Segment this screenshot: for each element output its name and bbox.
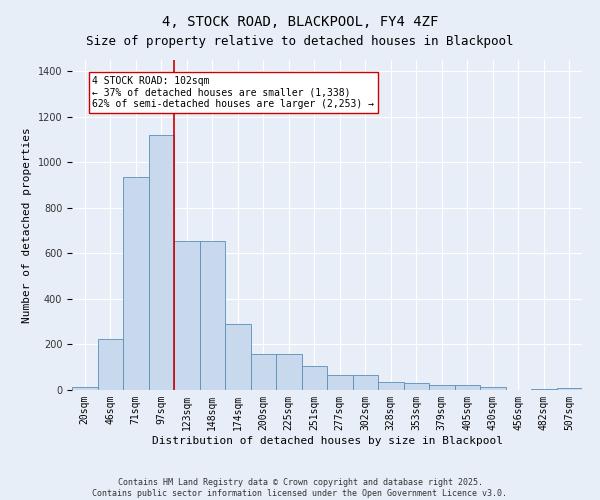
Text: Contains HM Land Registry data © Crown copyright and database right 2025.
Contai: Contains HM Land Registry data © Crown c… [92, 478, 508, 498]
Bar [276, 354, 302, 390]
X-axis label: Distribution of detached houses by size in Blackpool: Distribution of detached houses by size … [151, 436, 503, 446]
Bar [302, 366, 327, 390]
Bar [429, 386, 455, 390]
Bar [480, 386, 505, 390]
Bar [225, 324, 251, 390]
Text: 4, STOCK ROAD, BLACKPOOL, FY4 4ZF: 4, STOCK ROAD, BLACKPOOL, FY4 4ZF [162, 15, 438, 29]
Bar [531, 389, 557, 390]
Bar [123, 177, 149, 390]
Bar [455, 386, 480, 390]
Bar [353, 375, 378, 390]
Text: Size of property relative to detached houses in Blackpool: Size of property relative to detached ho… [86, 35, 514, 48]
Text: 4 STOCK ROAD: 102sqm
← 37% of detached houses are smaller (1,338)
62% of semi-de: 4 STOCK ROAD: 102sqm ← 37% of detached h… [92, 76, 374, 109]
Bar [251, 354, 276, 390]
Bar [97, 339, 123, 390]
Y-axis label: Number of detached properties: Number of detached properties [22, 127, 32, 323]
Bar [327, 375, 353, 390]
Bar [72, 386, 97, 390]
Bar [378, 382, 404, 390]
Bar [199, 241, 225, 390]
Bar [174, 241, 199, 390]
Bar [149, 135, 174, 390]
Bar [404, 383, 429, 390]
Bar [557, 388, 582, 390]
